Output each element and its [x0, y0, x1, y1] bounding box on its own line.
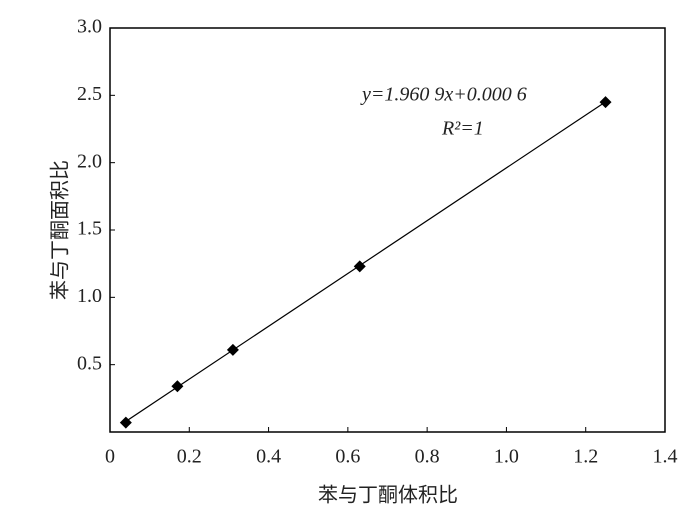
y-tick-label: 1.0 [77, 285, 102, 307]
y-axis-label: 苯与丁酮面积比 [49, 160, 72, 300]
trendline [125, 101, 606, 422]
r-squared: R²=1 [441, 118, 484, 140]
data-point [119, 416, 132, 429]
data-point [353, 260, 366, 273]
x-tick-label: 0.6 [335, 446, 360, 468]
equation: y=1.960 9x+0.000 6 [360, 84, 527, 106]
y-tick-label: 1.5 [77, 218, 102, 240]
data-point [226, 343, 239, 356]
y-tick-label: 2.0 [77, 150, 102, 172]
y-tick-label: 3.0 [77, 16, 102, 38]
x-tick-label: 0.2 [177, 446, 202, 468]
x-tick-label: 1.4 [653, 446, 678, 468]
x-tick-label: 0.4 [256, 446, 281, 468]
data-point [171, 380, 184, 393]
x-tick-label: 0 [105, 446, 115, 468]
y-tick-label: 0.5 [77, 352, 102, 374]
data-point [599, 96, 612, 109]
y-tick-label: 2.5 [77, 83, 102, 105]
x-axis-label: 苯与丁酮体积比 [318, 484, 458, 507]
x-tick-label: 1.0 [494, 446, 519, 468]
x-tick-label: 1.2 [573, 446, 598, 468]
x-tick-label: 0.8 [415, 446, 440, 468]
